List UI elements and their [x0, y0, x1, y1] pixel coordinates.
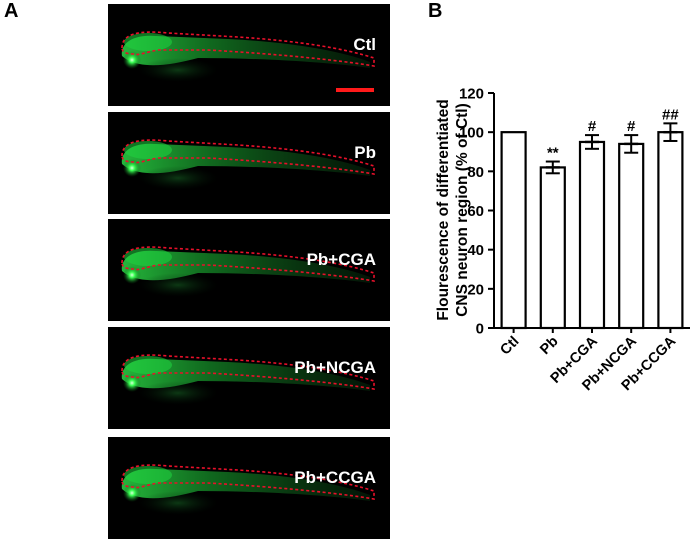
fish-yolk [138, 273, 218, 297]
x-tick-label: Pb [537, 333, 562, 358]
fish-brain-region [124, 356, 172, 374]
fish-image-1: Pb [108, 112, 390, 214]
y-tick-label: 120 [459, 86, 484, 103]
fish-eye [123, 159, 141, 177]
y-axis-label: Flourescence of differentiated CNS neuron… [435, 99, 471, 320]
bar-pb [539, 166, 566, 330]
image-label: Pb+CGA [307, 250, 376, 269]
cns-region-outline [121, 31, 375, 67]
fish-yolk [138, 166, 218, 190]
bar-pb-cga [578, 140, 606, 330]
cns-region-outline [121, 354, 375, 390]
panel-a-images: Ctl Pb Pb+CGA Pb+NCGA Pb+CCGA [108, 4, 390, 539]
fish-image-4: Pb+CCGA [108, 437, 390, 539]
y-tick-label: 80 [467, 164, 484, 181]
significance-marker: # [627, 118, 636, 135]
fish-yolk [138, 58, 218, 82]
fish-eye [123, 266, 141, 284]
cns-region-outline [121, 246, 375, 282]
significance-marker: ** [547, 145, 559, 162]
bar-pb-ccga [657, 131, 684, 330]
bar-pb-ncga [618, 142, 645, 330]
y-axis-label-line: Flourescence of differentiated [435, 99, 452, 320]
cns-region-outline [121, 139, 375, 175]
y-axis-label-line: CNS neuron region (% of Ctl) [454, 103, 471, 317]
significance-marker: # [588, 118, 597, 135]
scale-bar [336, 88, 374, 92]
fish-brain-region [124, 33, 172, 51]
fish-brain-region [124, 141, 172, 159]
image-label: Pb+CCGA [294, 468, 376, 487]
y-tick-label: 20 [467, 281, 484, 298]
y-tick-label: 60 [467, 203, 484, 220]
image-label: Pb [354, 143, 376, 162]
fish-eye [123, 484, 141, 502]
image-label: Pb+NCGA [294, 358, 376, 377]
fish-yolk [138, 381, 218, 405]
fish-eye [123, 51, 141, 69]
x-tick-label: Ctl [497, 334, 522, 359]
panel-a-letter: A [4, 0, 19, 22]
panel-b-letter: B [428, 0, 443, 22]
fish-image-2: Pb+CGA [108, 219, 390, 321]
y-tick-label: 0 [476, 321, 484, 338]
fish-eye [123, 374, 141, 392]
image-label: Ctl [353, 35, 376, 54]
bar-ctl [500, 131, 527, 330]
significance-marker: ## [662, 106, 679, 123]
fish-image-3: Pb+NCGA [108, 327, 390, 429]
y-tick-label: 40 [467, 242, 484, 259]
fish-yolk [138, 491, 218, 515]
fish-brain-region [124, 466, 172, 484]
fish-image-0: Ctl [108, 4, 390, 106]
fish-brain-region [124, 248, 172, 266]
cns-region-outline [121, 464, 375, 500]
y-tick-label: 100 [459, 125, 484, 142]
